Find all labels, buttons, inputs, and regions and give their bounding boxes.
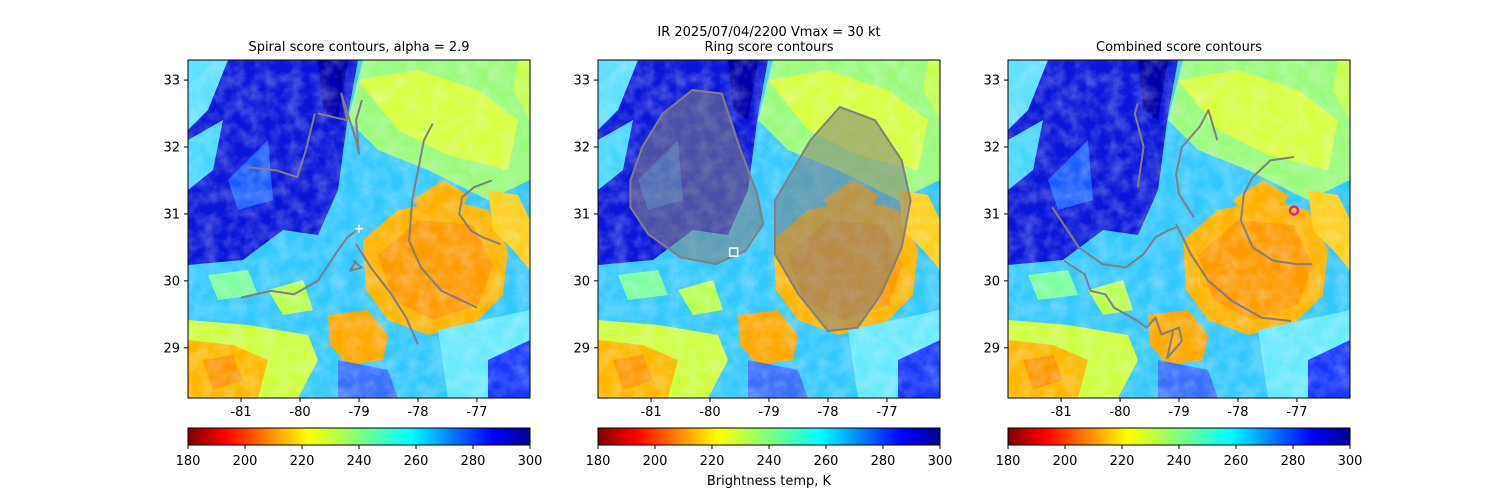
- spiral-score-panel: Spiral score contours, alpha = 2.9 -81 -8…: [163, 40, 531, 420]
- x-tick-label: -77: [876, 405, 897, 420]
- contour-line-2: [1175, 223, 1292, 322]
- x-tick-label: -78: [817, 405, 838, 420]
- colorbar-tick-label: 200: [233, 454, 258, 469]
- contour-line-4: [349, 260, 363, 272]
- ring-marker-layer: [728, 247, 739, 257]
- colorbar-tick-label: 300: [928, 454, 953, 469]
- y-tick-label: 31: [163, 207, 180, 222]
- colorbar-combined: 180 200 220 240 260 280 300: [996, 427, 1363, 469]
- colorbar-tick-label: 180: [996, 454, 1021, 469]
- x-tick-label: -80: [1109, 405, 1130, 420]
- x-tick-label: -80: [699, 405, 720, 420]
- x-tick-label: -77: [466, 405, 487, 420]
- colorbar-gradient: [597, 427, 941, 446]
- colorbar-gradient: [187, 427, 531, 446]
- colorbar-tick-label: 260: [814, 454, 839, 469]
- ring-panel-title: Ring score contours: [704, 40, 833, 55]
- y-tick-label: 33: [983, 74, 1000, 89]
- ring-score-panel: Ring score contours -81 -80 -79 -78 -77 29 30…: [573, 40, 941, 420]
- colorbar-tick-label: 280: [461, 454, 486, 469]
- contour-line-6: [458, 179, 501, 246]
- colorbar-tick-label: 240: [347, 454, 372, 469]
- figure-suptitle: IR 2025/07/04/2200 Vmax = 30 kt: [657, 25, 880, 40]
- colorbar-tick-label: 200: [643, 454, 668, 469]
- contour-line-4: [1133, 103, 1145, 188]
- colorbar-ticks: 180 200 220 240 260 280 300: [176, 445, 543, 469]
- y-tick-label: 32: [163, 141, 180, 156]
- spiral-x-axis: -81 -80 -79 -78 -77: [230, 398, 488, 420]
- center-square-marker: [728, 247, 739, 257]
- west-ring-contours-texture: [629, 89, 764, 265]
- center-circle-marker: [1288, 205, 1300, 216]
- x-tick-label: -81: [230, 405, 251, 420]
- contour-line-1: [317, 92, 363, 155]
- colorbar-tick-label: 240: [757, 454, 782, 469]
- y-tick-label: 30: [983, 274, 1000, 289]
- x-tick-label: -80: [289, 405, 310, 420]
- x-tick-label: -79: [348, 405, 369, 420]
- east-ring-contours: [773, 105, 912, 333]
- y-tick-label: 31: [983, 207, 1000, 222]
- y-tick-label: 29: [983, 341, 1000, 356]
- contour-line-5: [1239, 156, 1312, 266]
- ring-x-axis: -81 -80 -79 -78 -77: [640, 398, 898, 420]
- colorbar-tick-label: 280: [871, 454, 896, 469]
- y-tick-label: 30: [163, 274, 180, 289]
- y-tick-label: 29: [163, 341, 180, 356]
- combined-panel-title: Combined score contours: [1096, 40, 1262, 55]
- combined-score-panel: Combined score contours -81 -80 -79 -78 -77 …: [983, 40, 1351, 420]
- colorbar-tick-label: 300: [518, 454, 543, 469]
- x-tick-label: -77: [1286, 405, 1307, 420]
- contour-line-1: [1063, 259, 1183, 359]
- colorbar-ticks: 180 200 220 240 260 280 300: [996, 445, 1363, 469]
- contour-line-0: [1051, 206, 1177, 269]
- center-plus-marker: [355, 224, 363, 233]
- y-tick-label: 31: [573, 207, 590, 222]
- colorbar-tick-label: 300: [1338, 454, 1363, 469]
- contour-line-2: [240, 229, 357, 299]
- combined-y-axis: 29 30 31 32 33: [983, 74, 1008, 356]
- y-tick-label: 30: [573, 274, 590, 289]
- contour-line-3: [355, 243, 419, 345]
- colorbar-spiral: 180 200 220 240 260 280 300: [176, 427, 543, 469]
- spiral-marker-layer: [355, 224, 363, 233]
- ring-y-axis: 29 30 31 32 33: [573, 74, 598, 356]
- colorbar-tick-label: 280: [1281, 454, 1306, 469]
- spiral-contour-layer: [240, 92, 501, 345]
- colorbar-tick-label: 260: [1224, 454, 1249, 469]
- x-tick-label: -79: [758, 405, 779, 420]
- x-tick-label: -81: [640, 405, 661, 420]
- colorbar-tick-label: 220: [290, 454, 315, 469]
- colorbar-ring: 180 200 220 240 260 280 300: [586, 427, 953, 469]
- y-tick-label: 33: [573, 74, 590, 89]
- y-tick-label: 32: [983, 141, 1000, 156]
- contour-line-0: [246, 113, 316, 179]
- colorbar-tick-label: 220: [1110, 454, 1135, 469]
- x-tick-label: -78: [1227, 405, 1248, 420]
- colorbar-tick-label: 240: [1167, 454, 1192, 469]
- y-tick-label: 33: [163, 74, 180, 89]
- combined-marker-layer: [1288, 205, 1300, 216]
- colorbar-tick-label: 180: [586, 454, 611, 469]
- spiral-panel-title: Spiral score contours, alpha = 2.9: [248, 40, 469, 55]
- y-tick-label: 29: [573, 341, 590, 356]
- colorbar-tick-label: 200: [1053, 454, 1078, 469]
- combined-contour-layer: [1051, 103, 1312, 359]
- y-tick-label: 32: [573, 141, 590, 156]
- colorbar-gradient: [1007, 427, 1351, 446]
- colorbar-tick-label: 220: [700, 454, 725, 469]
- contour-line-5: [408, 123, 478, 309]
- combined-x-axis: -81 -80 -79 -78 -77: [1050, 398, 1308, 420]
- colorbar-tick-label: 260: [404, 454, 429, 469]
- ring-contour-layer: [629, 89, 912, 333]
- x-tick-label: -78: [407, 405, 428, 420]
- contour-line-3: [1175, 109, 1219, 218]
- x-tick-label: -79: [1168, 405, 1189, 420]
- colorbar-ticks: 180 200 220 240 260 280 300: [586, 445, 953, 469]
- colorbar-tick-label: 180: [176, 454, 201, 469]
- x-tick-label: -81: [1050, 405, 1071, 420]
- spiral-y-axis: 29 30 31 32 33: [163, 74, 188, 356]
- colorbar-label: Brightness temp, K: [707, 474, 832, 489]
